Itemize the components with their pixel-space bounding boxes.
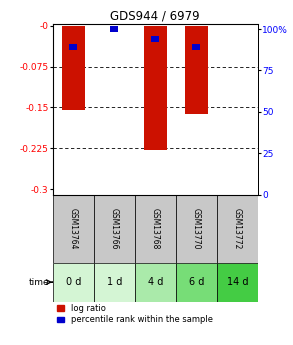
Text: GSM13766: GSM13766 [110, 208, 119, 249]
Text: GSM13772: GSM13772 [233, 208, 242, 249]
Text: GSM13764: GSM13764 [69, 208, 78, 249]
Text: GSM13768: GSM13768 [151, 208, 160, 249]
Text: 14 d: 14 d [226, 277, 248, 287]
Text: 1 d: 1 d [107, 277, 122, 287]
Bar [62, 26, 84, 110]
Text: 4 d: 4 d [148, 277, 163, 287]
Bar [94, 195, 135, 263]
Bar [192, 44, 200, 50]
Text: GSM13770: GSM13770 [192, 208, 201, 249]
Text: 6 d: 6 d [189, 277, 204, 287]
Bar [135, 195, 176, 263]
Bar [53, 263, 94, 302]
Bar [176, 263, 217, 302]
Bar [144, 26, 166, 150]
Legend: log ratio, percentile rank within the sample: log ratio, percentile rank within the sa… [57, 304, 213, 324]
Bar [110, 26, 118, 32]
Text: 0 d: 0 d [66, 277, 81, 287]
Bar [217, 263, 258, 302]
Bar [94, 263, 135, 302]
Bar [69, 44, 77, 50]
Title: GDS944 / 6979: GDS944 / 6979 [110, 10, 200, 23]
Bar [217, 195, 258, 263]
Bar [176, 195, 217, 263]
Bar [151, 36, 159, 42]
Bar [53, 195, 94, 263]
Text: time: time [29, 278, 50, 287]
Bar [135, 263, 176, 302]
Bar [185, 26, 207, 114]
